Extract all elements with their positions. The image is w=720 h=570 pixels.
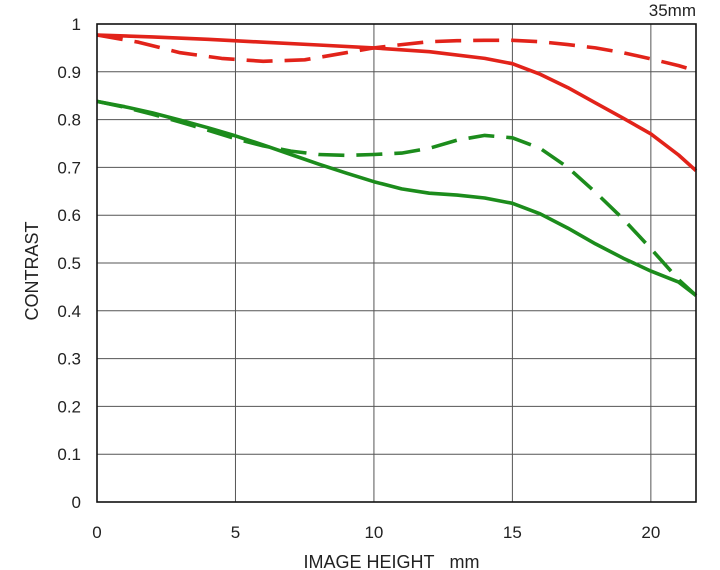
x-tick-label: 10 xyxy=(364,523,383,542)
x-axis-label: IMAGE HEIGHT mm xyxy=(303,552,479,570)
y-tick-label: 0.9 xyxy=(57,63,81,82)
series-line-4-dashed xyxy=(96,99,698,297)
x-tick-label: 20 xyxy=(641,523,660,542)
x-tick-label: 15 xyxy=(503,523,522,542)
series-line-2-dashed xyxy=(96,33,697,73)
y-tick-labels: 0 0.1 0.2 0.3 0.4 0.5 0.6 0.7 0.8 0.9 1 xyxy=(57,15,81,512)
y-tick-label: 0.4 xyxy=(57,302,81,321)
focal-length-label: 35mm xyxy=(649,1,696,20)
plot-frame xyxy=(96,23,697,503)
grid xyxy=(97,24,696,502)
y-tick-label: 0 xyxy=(72,493,81,512)
series-layer xyxy=(96,33,698,297)
y-tick-label: 0.7 xyxy=(57,158,81,177)
y-tick-label: 0.2 xyxy=(57,397,81,416)
x-tick-label: 5 xyxy=(231,523,240,542)
y-axis-label: CONTRAST xyxy=(22,221,42,320)
y-tick-label: 0.1 xyxy=(57,445,81,464)
x-tick-label: 0 xyxy=(92,523,101,542)
x-tick-labels: 0 5 10 15 20 xyxy=(92,523,660,542)
y-tick-label: 0.3 xyxy=(57,350,81,369)
y-tick-label: 0.6 xyxy=(57,206,81,225)
series-line-1-solid xyxy=(96,33,698,173)
y-tick-label: 1 xyxy=(72,15,81,34)
series-line-3-solid xyxy=(96,99,698,297)
y-tick-label: 0.5 xyxy=(57,254,81,273)
y-tick-label: 0.8 xyxy=(57,111,81,130)
